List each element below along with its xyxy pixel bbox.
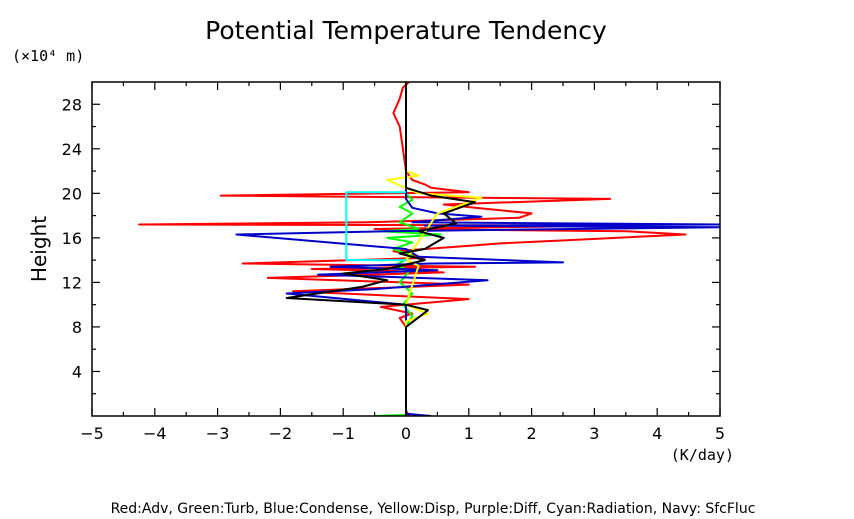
series-line-turb xyxy=(374,82,442,416)
x-tick-label: 1 xyxy=(464,424,474,443)
x-tick-label: −2 xyxy=(269,424,293,443)
y-tick-label: 12 xyxy=(62,273,82,292)
x-tick-label: 3 xyxy=(589,424,599,443)
x-tick-label: 4 xyxy=(652,424,662,443)
y-tick-label: 8 xyxy=(72,318,82,337)
series-line-condense xyxy=(235,82,720,416)
y-tick-label: 28 xyxy=(62,95,82,114)
legend-caption: Red:Adv, Green:Turb, Blue:Condense, Yell… xyxy=(111,501,756,517)
series-layer xyxy=(138,82,720,416)
x-tick-label: 2 xyxy=(527,424,537,443)
series-line-total xyxy=(285,82,477,416)
series-line-adv xyxy=(138,82,687,416)
x-tick-label: −4 xyxy=(143,424,167,443)
y-tick-label: 20 xyxy=(62,184,82,203)
series-line-radiation xyxy=(345,191,406,262)
x-tick-label: −5 xyxy=(80,424,104,443)
y-axis-unit: (×10⁴ m) xyxy=(12,47,84,65)
y-axis-label: Height xyxy=(27,216,51,282)
x-tick-label: −3 xyxy=(206,424,230,443)
x-tick-label: 0 xyxy=(401,424,411,443)
chart-title: Potential Temperature Tendency xyxy=(205,16,607,45)
y-tick-label: 24 xyxy=(62,140,82,159)
y-tick-label: 16 xyxy=(62,229,82,248)
x-axis-label: (K/day) xyxy=(671,446,734,464)
x-tick-label: 5 xyxy=(715,424,725,443)
series-line-disp xyxy=(386,82,483,416)
x-tick-label: −1 xyxy=(331,424,355,443)
y-tick-label: 4 xyxy=(72,362,82,381)
